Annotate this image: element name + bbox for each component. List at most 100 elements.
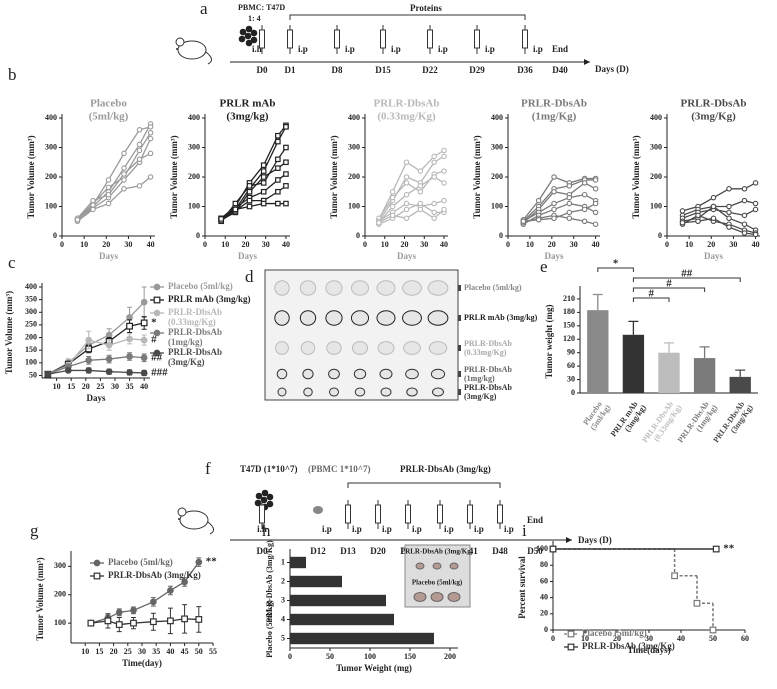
marker bbox=[709, 626, 717, 634]
marker bbox=[149, 618, 157, 626]
x-axis-label: Time(day) bbox=[122, 658, 162, 668]
marker bbox=[167, 617, 174, 625]
timeline-arrow bbox=[566, 537, 572, 543]
error-bar bbox=[735, 369, 746, 377]
x-tick-label: 30 bbox=[645, 634, 653, 643]
significance-label: ### bbox=[151, 366, 168, 378]
y-tick-label: 250 bbox=[25, 320, 37, 329]
tumor bbox=[354, 387, 366, 397]
tumor bbox=[299, 280, 317, 296]
tumor bbox=[413, 592, 427, 602]
marker bbox=[121, 186, 127, 192]
y-axis-label: Tumor Volume (mm³) bbox=[472, 135, 482, 218]
x-tick-label: 30 bbox=[262, 240, 270, 249]
mouse-ear bbox=[175, 37, 185, 47]
x-tick-label: 0 bbox=[288, 652, 292, 661]
x-tick-label: 10 bbox=[53, 382, 61, 391]
inset-label: PRLR-DbsAb (3mg/Kg) bbox=[401, 548, 474, 556]
implant-label: i.h bbox=[257, 524, 267, 534]
photo-label: Placebo (5ml/kg) bbox=[464, 283, 522, 292]
marker bbox=[389, 194, 396, 201]
legend-label: Placebo (5ml/kg) bbox=[168, 281, 233, 291]
tumor bbox=[380, 387, 392, 397]
significance-label: ** bbox=[206, 556, 218, 568]
legend-marker bbox=[153, 309, 161, 317]
marker bbox=[136, 183, 143, 189]
x-axis-label: Days bbox=[397, 251, 416, 261]
marker bbox=[275, 132, 281, 139]
x-tick-label: 20 bbox=[401, 240, 409, 249]
y-tick-label: 100 bbox=[54, 618, 66, 627]
treatment-bracket bbox=[347, 482, 501, 488]
route-label: i.p bbox=[412, 524, 422, 534]
marker bbox=[431, 153, 437, 160]
tumor bbox=[276, 368, 288, 380]
photo-label: PRLR-DbsAb (3mg/Kg) bbox=[464, 383, 514, 401]
tumor bbox=[427, 280, 449, 296]
x-axis-label: Time(days) bbox=[627, 645, 670, 655]
x-tick-label: 10 bbox=[685, 240, 693, 249]
tumor bbox=[350, 310, 370, 326]
x-tick-label: 50 bbox=[709, 634, 717, 643]
y-axis-label: Tumor Volume (mm³) bbox=[329, 135, 339, 218]
tumor bbox=[350, 280, 370, 296]
marker bbox=[417, 189, 424, 195]
marker bbox=[671, 572, 678, 580]
x-tick-label: 10 bbox=[80, 240, 88, 249]
marker bbox=[549, 545, 557, 553]
x-tick-label: 10 bbox=[526, 240, 534, 249]
marker bbox=[246, 203, 253, 210]
day-label: D1 bbox=[285, 65, 296, 75]
ratio-label: 1: 4 bbox=[248, 14, 261, 23]
y-axis-label: Tumor Volume (mm³) bbox=[631, 135, 641, 218]
x-axis-label: Days bbox=[704, 251, 723, 261]
y-tick-label: 300 bbox=[54, 561, 66, 570]
marker bbox=[121, 150, 127, 157]
y-tick-label: 20 bbox=[540, 609, 548, 618]
route-label: i.p bbox=[438, 44, 448, 54]
marker bbox=[44, 370, 52, 378]
x-tick-label: 200 bbox=[444, 652, 456, 661]
x-tick-label: 40 bbox=[440, 240, 448, 249]
marker bbox=[389, 212, 396, 219]
end-label: End bbox=[527, 515, 543, 525]
legend-marker bbox=[93, 559, 101, 567]
marker bbox=[581, 191, 588, 198]
y-axis-label: Tumor Volume (mm³) bbox=[26, 135, 36, 218]
y-tick-label: 350 bbox=[25, 294, 37, 303]
chart-title: (0.33mg/Kg) bbox=[377, 111, 436, 123]
syringe-body bbox=[427, 29, 433, 49]
marker bbox=[592, 200, 599, 207]
comparison-bracket bbox=[632, 287, 706, 292]
cell-icon bbox=[238, 35, 246, 43]
tumor bbox=[353, 368, 367, 380]
marker bbox=[140, 319, 148, 327]
x-tick-label: 0 bbox=[60, 240, 64, 249]
cell-icon bbox=[244, 32, 252, 40]
y-tick-label: 400 bbox=[491, 113, 503, 122]
y-tick-label: 2 bbox=[281, 576, 285, 585]
tumor bbox=[402, 310, 422, 326]
x-tick-label: 40 bbox=[147, 240, 155, 249]
day-label: D12 bbox=[310, 546, 326, 556]
y-tick-label: 400 bbox=[348, 113, 360, 122]
error-bar bbox=[699, 346, 710, 359]
panel-label: h bbox=[262, 521, 271, 540]
marker bbox=[566, 200, 573, 207]
bar bbox=[587, 310, 609, 393]
cell-icon bbox=[255, 492, 263, 500]
tumor bbox=[300, 341, 316, 355]
syringe-body bbox=[334, 29, 340, 49]
marker bbox=[752, 180, 759, 186]
timeline-label: Days (D) bbox=[578, 535, 612, 545]
marker bbox=[581, 180, 588, 186]
panel-label: d bbox=[245, 267, 254, 286]
marker bbox=[90, 206, 96, 213]
y-tick-label: 100 bbox=[348, 201, 360, 210]
x-tick-label: 25 bbox=[96, 382, 104, 391]
marker bbox=[403, 200, 410, 207]
legend-marker bbox=[153, 329, 161, 337]
bar bbox=[290, 594, 386, 607]
chart-title: (1mg/Kg) bbox=[532, 111, 577, 123]
legend-label: PRLR-DbsAb (0.33mg/Kg) bbox=[168, 307, 224, 327]
